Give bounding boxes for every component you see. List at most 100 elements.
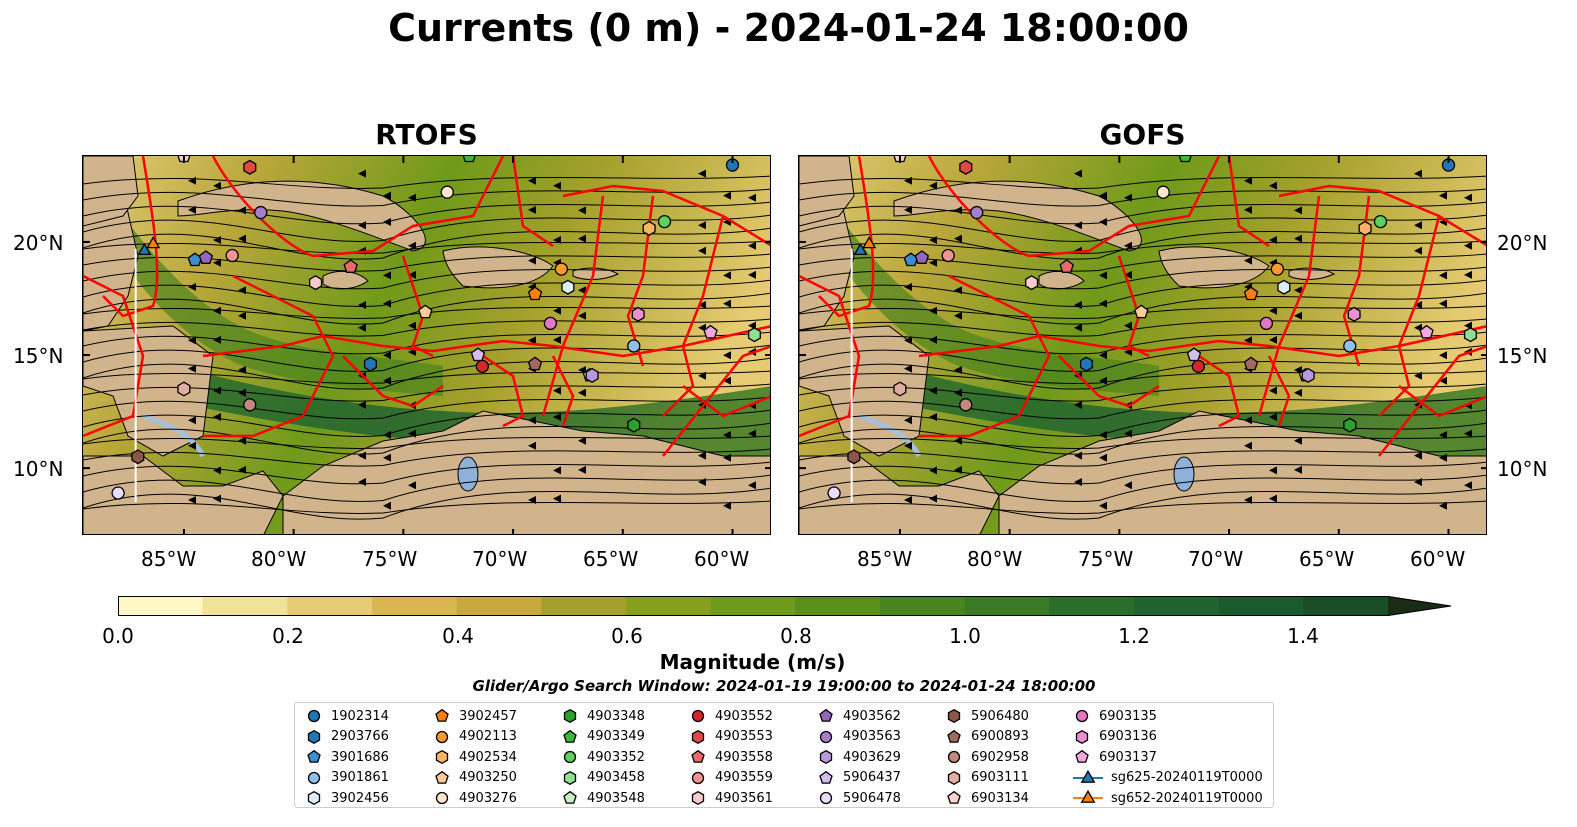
- legend-marker-icon: [1075, 729, 1089, 744]
- platform-5906480: [131, 449, 145, 465]
- streamline-arrow: [954, 206, 962, 215]
- streamline-arrow: [553, 466, 561, 475]
- platform-sg625-20240119T0000: [853, 242, 868, 256]
- legend-label: 4903349: [587, 729, 645, 744]
- legend-marker-icon: [819, 730, 833, 743]
- streamline-arrow: [238, 465, 246, 474]
- legend-label: 4902534: [459, 749, 517, 765]
- legend-item-2903766: 2903766: [305, 727, 389, 747]
- streamline-arrow: [1414, 169, 1422, 178]
- legend-marker-4903559: [691, 771, 705, 784]
- streamline-arrow: [1099, 191, 1107, 200]
- legend-label: 6900893: [971, 729, 1029, 744]
- platform-4903563: [970, 205, 984, 220]
- legend-marker-6900893: [947, 729, 961, 743]
- honduras-nicaragua-land: [799, 325, 930, 457]
- lon-tick-70w-left: 70°W: [472, 547, 528, 571]
- map-ticks: [83, 156, 770, 534]
- streamline: [799, 227, 1486, 260]
- legend-item-5906437: 5906437: [817, 768, 901, 788]
- platform-4903458: [1463, 327, 1477, 343]
- streamline-arrow: [1414, 301, 1422, 309]
- streamline-arrow: [698, 451, 706, 460]
- streamline-arrow: [1294, 286, 1302, 295]
- streamline-arrow: [408, 241, 416, 250]
- streamline-arrow: [1294, 311, 1302, 320]
- legend-marker-icon: [563, 790, 577, 804]
- streamline-arrow: [578, 234, 586, 243]
- streamline-arrow: [383, 351, 391, 360]
- boundary-line: [1257, 195, 1321, 417]
- streamline-arrow: [358, 301, 366, 309]
- streamline-arrow: [528, 256, 536, 265]
- lon-tick-75w-left: 75°W: [362, 547, 418, 571]
- legend-item-6903111: 6903111: [945, 768, 1029, 788]
- platform-5906478: [827, 486, 841, 500]
- colorbar-segment: [795, 596, 881, 616]
- streamline-arrow: [1414, 246, 1422, 255]
- legend-item-4903563: 4903563: [817, 727, 901, 747]
- streamline-arrow: [1099, 299, 1107, 308]
- platform-4902113: [554, 262, 569, 276]
- streamline-arrow: [723, 501, 731, 510]
- lake-maracaibo: [457, 456, 479, 492]
- boundary-line: [511, 156, 554, 248]
- platform-4903276: [440, 185, 454, 199]
- streamline-arrow: [698, 478, 706, 486]
- platform-6902958: [243, 398, 257, 412]
- legend-marker-icon: [563, 729, 577, 743]
- streamline: [799, 448, 1486, 467]
- streamline-arrow: [578, 388, 586, 397]
- streamline-arrow: [698, 371, 706, 380]
- platform-4903250: [1134, 304, 1149, 319]
- platform-5906480: [847, 449, 861, 465]
- legend-item-4902534: 4902534: [433, 747, 517, 767]
- streamline-arrow: [1124, 481, 1132, 490]
- streamline-arrow: [358, 169, 366, 178]
- legend-label: 4903629: [843, 749, 901, 765]
- streamline-arrow: [1074, 400, 1082, 409]
- platform-3902456: [561, 279, 575, 295]
- map-rtofs[interactable]: [82, 155, 771, 535]
- map-gofs[interactable]: [798, 155, 1487, 535]
- streamline-arrow: [383, 431, 391, 439]
- streamline: [83, 175, 770, 189]
- colorbar-outline: [118, 596, 1452, 616]
- platform-4903559: [941, 248, 955, 263]
- lake-nicaragua: [858, 413, 922, 458]
- streamline-arrow: [1464, 193, 1472, 202]
- streamline-arrow: [553, 494, 561, 503]
- streamline-arrow: [748, 429, 756, 438]
- boundary-line: [541, 195, 605, 417]
- platform-4903629: [585, 367, 599, 383]
- colorbar-segment: [541, 596, 627, 616]
- streamline-arrow: [1439, 431, 1447, 439]
- legend-marker-2903766: [307, 729, 321, 744]
- streamline: [799, 383, 1486, 402]
- streamline: [83, 370, 770, 384]
- streamline-arrow: [1124, 241, 1132, 250]
- legend-marker-icon: [1075, 709, 1089, 723]
- legend-label: 6903111: [971, 770, 1029, 785]
- legend-item-4903250: 4903250: [433, 768, 517, 788]
- legend-marker-icon: [435, 749, 449, 765]
- legend-marker-6903111: [947, 770, 961, 785]
- legend-marker-4903552: [691, 709, 705, 723]
- platform-4903562: [914, 250, 930, 264]
- boundary-line: [83, 274, 145, 438]
- streamline-arrow: [1294, 366, 1302, 374]
- streamline: [83, 227, 770, 260]
- streamline-arrow: [1074, 169, 1082, 178]
- streamline-arrow: [1439, 271, 1447, 280]
- legend-marker-sg625-20240119T0000: [1080, 769, 1096, 783]
- streamline-arrow: [1074, 221, 1082, 230]
- caribbean-current-jet: [143, 356, 770, 456]
- lat-tick-10n-left: 10°N: [13, 457, 64, 481]
- streamline-arrow: [238, 206, 246, 215]
- legend-item-sg625-20240119T0000: sg625-20240119T0000: [1073, 768, 1263, 788]
- colorbar-tick: 0.4: [442, 624, 474, 648]
- legend-marker-icon: [307, 790, 321, 806]
- streamline-arrow: [1294, 234, 1302, 243]
- streamline-arrow: [1439, 351, 1447, 360]
- platform-4903349: [462, 156, 476, 163]
